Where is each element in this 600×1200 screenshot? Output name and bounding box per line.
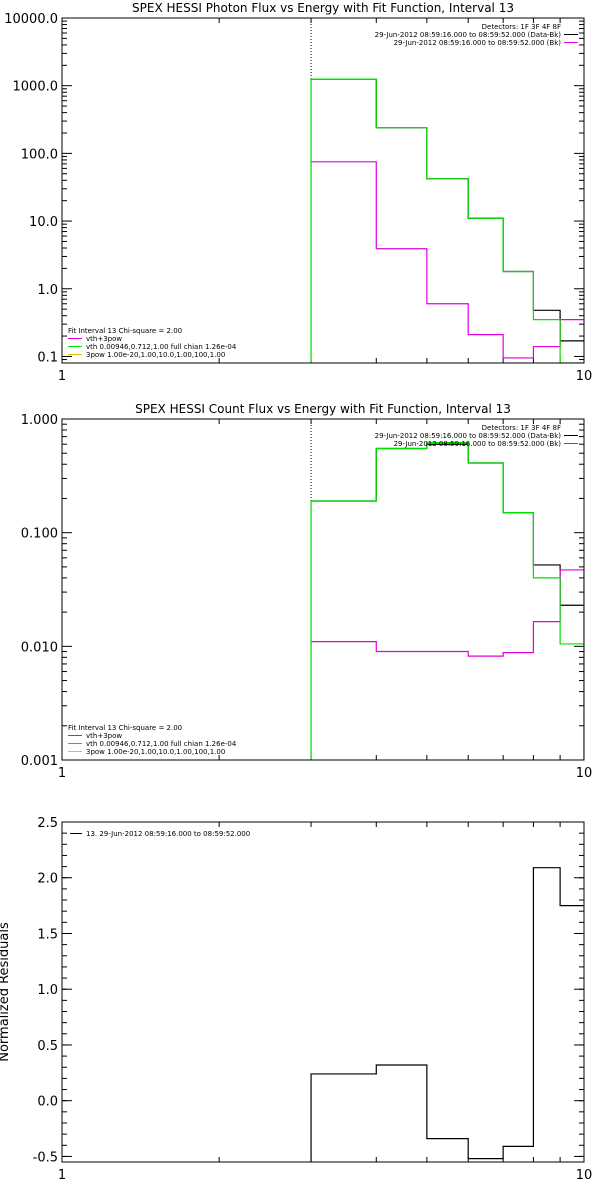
x-tick-label: 1 [58,369,66,384]
legend-entry: 3pow 1.00e-20,1.00,10.0,1.00,100,1.00 [86,748,225,756]
y-tick-label: 1.000 [21,413,58,428]
x-tick-label: 1 [58,766,66,781]
plot-frame [61,17,585,364]
y-tick-label: 0.1 [37,350,58,365]
series-line-1 [311,78,584,342]
legend-entry: 29-Jun-2012 08:59:16.000 to 08:59:52.000… [375,31,562,39]
y-tick-label: 0.0 [37,1095,58,1110]
y-tick-label: 10000.0 [4,12,58,27]
chart-title: SPEX HESSI Count Flux vs Energy with Fit… [135,402,511,416]
legend-entry: vth+3pow [86,732,122,740]
y-tick-label: 2.5 [37,816,58,831]
legend-entry: Fit Interval 13 Chi-square = 2.00 [68,327,182,335]
x-tick-label: 10 [576,766,593,781]
series-line-3 [310,78,584,363]
y-tick-label: 0.5 [37,1039,58,1054]
y-tick-label: 0.010 [21,640,58,655]
legend-entry: Detectors: 1F 3F 4F 8F [482,23,561,31]
x-tick-label: 10 [576,1168,593,1183]
y-tick-label: -0.5 [33,1150,58,1165]
series-line-2 [311,161,584,359]
series-line-1 [310,867,584,1162]
chart-panel-1: SPEX HESSI Photon Flux vs Energy with Fi… [4,1,592,384]
y-tick-label: 1.0 [37,283,58,298]
y-tick-label: 0.100 [21,527,58,542]
series-line-1 [311,443,584,606]
chart-panel-2: SPEX HESSI Count Flux vs Energy with Fit… [21,402,592,781]
legend-entry: 3pow 1.00e-20,1.00,10.0,1.00,100,1.00 [86,351,225,359]
plot-frame [61,418,585,761]
legend-entry: vth+3pow [86,335,122,343]
plot-frame [61,821,585,1163]
chart-panel-3: Normalized Residuals 1 10 -0.5 0.0 0.5 1.0 1.5 2… [0,816,592,1183]
legend-entry: Fit Interval 13 Chi-square = 2.00 [68,724,182,732]
x-tick-label: 10 [576,369,593,384]
legend-entry: vth 0.00946,0.712,1.00 full chian 1.26e-… [86,740,237,748]
y-tick-label: 2.0 [37,872,58,887]
series-line-3 [310,442,584,760]
legend-entry: 29-Jun-2012 08:59:16.000 to 08:59:52.000… [375,432,562,440]
legend-entry: vth 0.00946,0.712,1.00 full chian 1.26e-… [86,343,237,351]
y-tick-label: 1.5 [37,927,58,942]
y-tick-label: 1000.0 [13,80,59,95]
y-tick-label: 10.0 [29,215,58,230]
y-axis-title: Normalized Residuals [0,922,12,1062]
x-tick-label: 1 [58,1168,66,1183]
chart-title: SPEX HESSI Photon Flux vs Energy with Fi… [132,1,514,15]
legend-entry: Detectors: 1F 3F 4F 8F [482,424,561,432]
legend-entry: 29-Jun-2012 08:59:16.000 to 08:59:52.000… [394,39,562,47]
y-tick-label: 1.0 [37,983,58,998]
legend-entry: 29-Jun-2012 08:59:16.000 to 08:59:52.000… [394,440,562,448]
legend-entry: 13. 29-Jun-2012 08:59:16.000 to 08:59:52… [86,830,250,838]
y-tick-label: 100.0 [21,147,58,162]
y-tick-label: 0.001 [21,754,58,769]
series-line-2 [311,569,584,760]
